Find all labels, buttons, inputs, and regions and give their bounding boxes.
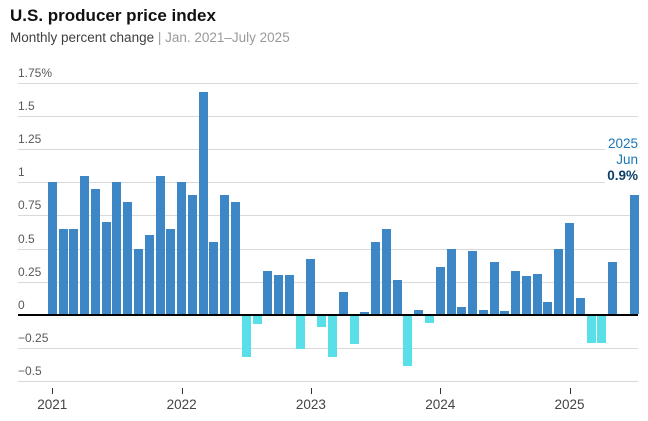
bar-2021-03 xyxy=(69,228,79,314)
bar-2025-02 xyxy=(575,297,585,314)
bar-2025-04 xyxy=(597,316,607,343)
bar-2024-02 xyxy=(446,248,456,314)
bar-2021-05 xyxy=(90,188,100,314)
gridline xyxy=(18,149,638,150)
bar-2024-09 xyxy=(521,276,531,314)
y-axis-label: −0.25 xyxy=(18,331,49,346)
bar-2023-09 xyxy=(392,280,402,314)
bar-2023-04 xyxy=(338,292,348,314)
bar-2022-09 xyxy=(263,271,273,314)
bar-2022-03 xyxy=(198,91,208,314)
bar-2021-11 xyxy=(155,175,165,314)
gridline xyxy=(18,248,638,250)
bar-2022-07 xyxy=(241,316,251,358)
bar-2022-04 xyxy=(209,241,219,314)
bar-2023-01 xyxy=(306,259,316,314)
y-axis-label: 1.5 xyxy=(18,98,35,113)
year-label-2022: 2022 xyxy=(166,397,197,412)
bar-2021-08 xyxy=(123,202,133,314)
zero-baseline xyxy=(18,314,638,316)
x-axis-tick xyxy=(52,388,54,394)
bar-2021-06 xyxy=(101,222,111,314)
page-title: U.S. producer price index xyxy=(10,6,216,25)
page-subtitle: Monthly percent change | Jan. 2021–July … xyxy=(10,30,290,45)
y-axis-label: 1.75% xyxy=(18,65,53,80)
subtitle-date-range: | Jan. 2021–July 2025 xyxy=(157,30,290,45)
year-label-2021: 2021 xyxy=(37,397,68,412)
bar-2024-03 xyxy=(457,307,467,314)
bar-2022-01 xyxy=(177,182,187,314)
y-axis-label: 0.25 xyxy=(18,264,42,279)
x-axis-tick xyxy=(440,388,442,394)
bar-2025-05 xyxy=(608,261,618,314)
bar-2021-09 xyxy=(134,248,143,314)
gridline xyxy=(18,182,638,184)
gridline xyxy=(18,82,638,84)
bar-2021-02 xyxy=(58,228,68,314)
y-axis-label: −0.5 xyxy=(18,364,42,379)
bar-2021-01 xyxy=(47,182,57,314)
bar-2023-07 xyxy=(371,241,381,314)
gridline xyxy=(18,281,638,283)
bar-2022-02 xyxy=(187,195,197,314)
gridline xyxy=(18,115,638,117)
bar-2024-06 xyxy=(489,261,499,314)
bar-2024-08 xyxy=(511,271,521,314)
bar-2021-04 xyxy=(80,175,90,314)
annotation-year: 2025 xyxy=(607,136,638,151)
bar-2021-10 xyxy=(144,235,154,314)
bar-2023-10 xyxy=(403,316,413,367)
x-axis-tick xyxy=(310,388,312,394)
bar-2024-12 xyxy=(554,248,564,314)
bar-2022-08 xyxy=(252,316,262,324)
bar-2023-08 xyxy=(381,228,391,314)
gridline xyxy=(18,381,638,383)
bar-2023-03 xyxy=(327,316,337,358)
bar-2021-12 xyxy=(166,228,176,314)
annotation-value: 0.9% xyxy=(607,168,638,183)
bar-2025-07 xyxy=(629,195,639,314)
year-label-2024: 2024 xyxy=(425,397,456,412)
bar-2025-01 xyxy=(565,223,575,314)
bar-2022-11 xyxy=(284,275,294,314)
bar-2024-04 xyxy=(468,251,478,314)
bar-2024-10 xyxy=(532,273,542,314)
x-axis-tick xyxy=(569,388,571,394)
bar-2025-03 xyxy=(586,316,596,343)
bar-2022-10 xyxy=(274,275,284,314)
bar-2022-05 xyxy=(220,195,230,314)
bar-2024-01 xyxy=(435,267,445,314)
bar-2023-11 xyxy=(414,309,424,314)
gridline xyxy=(18,215,638,217)
annotation-month: Jun xyxy=(616,152,638,167)
bar-2023-05 xyxy=(349,316,359,344)
bar-2023-12 xyxy=(424,316,434,323)
bar-2023-06 xyxy=(360,312,370,314)
bar-2022-12 xyxy=(295,316,305,350)
year-label-2023: 2023 xyxy=(295,397,326,412)
y-axis-label: 0.75 xyxy=(18,198,42,213)
bar-2023-02 xyxy=(317,316,327,327)
bar-2024-07 xyxy=(500,311,510,314)
y-axis-label: 0.5 xyxy=(18,231,35,246)
bar-2024-11 xyxy=(543,301,553,314)
subtitle-main: Monthly percent change xyxy=(10,30,158,45)
latest-value-annotation: 2025 Jun 0.9% xyxy=(605,136,638,184)
bar-2024-05 xyxy=(478,309,488,314)
y-axis-label: 1 xyxy=(18,165,25,180)
year-label-2025: 2025 xyxy=(554,397,585,412)
bar-2021-07 xyxy=(112,182,122,314)
x-axis-tick xyxy=(181,388,183,394)
y-axis-label: 0 xyxy=(18,298,25,312)
y-axis-label: 1.25 xyxy=(18,132,42,146)
bar-2022-06 xyxy=(230,202,240,314)
